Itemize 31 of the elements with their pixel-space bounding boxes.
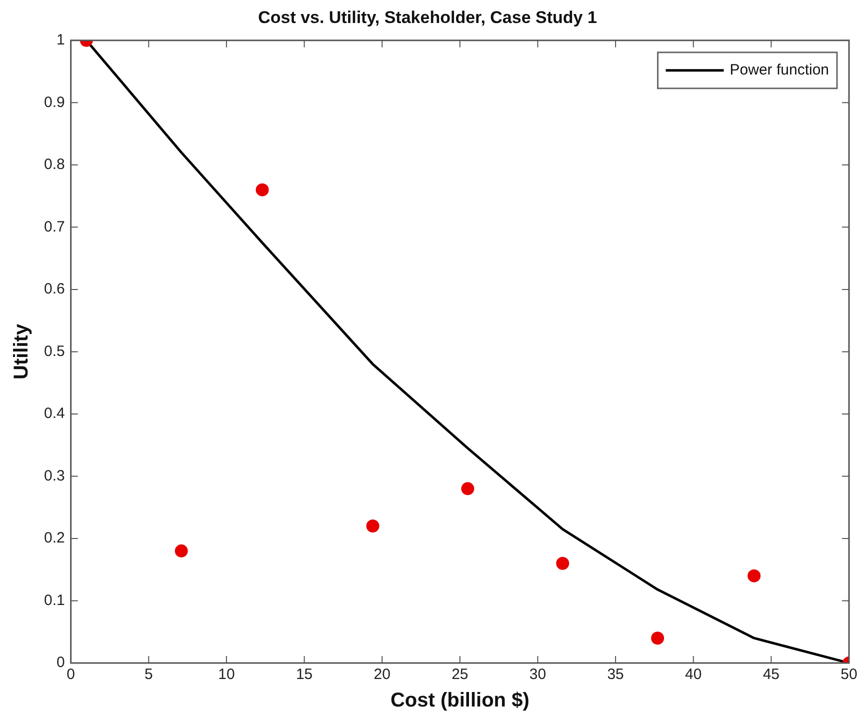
- x-tick-label: 10: [218, 666, 235, 684]
- point: [556, 556, 570, 570]
- x-tick-label: 25: [452, 666, 468, 684]
- y-tick-label: 0.1: [44, 592, 65, 609]
- x-tick-label: 50: [840, 666, 858, 684]
- y-axis-title: Utility: [10, 323, 33, 380]
- x-tick-label: 15: [296, 666, 313, 684]
- x-tick-label: 35: [607, 666, 624, 684]
- x-tick-label: 5: [144, 666, 153, 684]
- y-tick-label: 0.2: [44, 530, 65, 547]
- y-tick-label: 0.4: [44, 405, 65, 422]
- chart-title: Cost vs. Utility, Stakeholder, Case Study 1: [258, 8, 597, 27]
- point: [651, 632, 664, 645]
- x-axis-title: Cost (billion $): [390, 690, 530, 712]
- point: [461, 482, 474, 496]
- x-tick-label: 40: [685, 666, 702, 684]
- y-tick-label: 0.5: [44, 342, 65, 360]
- y-tick-label: 0: [56, 654, 65, 672]
- y-tick-label: 0.7: [44, 218, 65, 236]
- x-tick-label: 45: [762, 666, 780, 684]
- y-tick-label: 0.6: [44, 280, 65, 298]
- y-tick-label: 0.3: [44, 467, 65, 484]
- point: [366, 520, 380, 533]
- x-tick-label: 30: [529, 666, 546, 684]
- point: [748, 569, 761, 582]
- y-tick-label: 0.8: [44, 156, 65, 174]
- y-tick-label: 0.9: [44, 94, 65, 111]
- point: [174, 544, 188, 558]
- legend-label: Power function: [730, 62, 830, 79]
- y-tick-label: 1: [56, 32, 65, 49]
- x-tick-label: 20: [374, 666, 390, 684]
